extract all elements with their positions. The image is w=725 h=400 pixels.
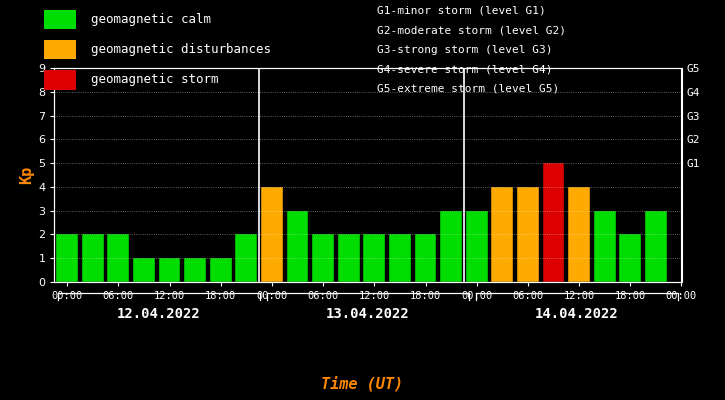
Bar <box>44 70 76 90</box>
Bar <box>107 234 129 282</box>
Text: G1-minor storm (level G1): G1-minor storm (level G1) <box>377 6 546 16</box>
Text: G3-strong storm (level G3): G3-strong storm (level G3) <box>377 45 552 55</box>
Bar <box>44 10 76 29</box>
Bar <box>286 211 308 282</box>
Text: 12.04.2022: 12.04.2022 <box>117 307 201 321</box>
Bar <box>542 163 564 282</box>
Bar <box>517 187 539 282</box>
Bar <box>619 234 641 282</box>
Bar <box>82 234 104 282</box>
Y-axis label: Kp: Kp <box>19 166 34 184</box>
Bar <box>210 258 231 282</box>
Bar <box>389 234 411 282</box>
Bar <box>44 40 76 59</box>
Bar <box>568 187 590 282</box>
Bar <box>440 211 462 282</box>
Text: G5-extreme storm (level G5): G5-extreme storm (level G5) <box>377 84 559 94</box>
Text: geomagnetic disturbances: geomagnetic disturbances <box>91 43 270 56</box>
Text: 14.04.2022: 14.04.2022 <box>535 307 619 321</box>
Text: G4-severe storm (level G4): G4-severe storm (level G4) <box>377 64 552 74</box>
Bar <box>159 258 181 282</box>
Bar <box>594 211 616 282</box>
Bar <box>415 234 436 282</box>
Text: geomagnetic calm: geomagnetic calm <box>91 13 211 26</box>
Bar <box>645 211 667 282</box>
Text: G2-moderate storm (level G2): G2-moderate storm (level G2) <box>377 25 566 35</box>
Bar <box>133 258 155 282</box>
Bar <box>338 234 360 282</box>
Text: 13.04.2022: 13.04.2022 <box>326 307 410 321</box>
Bar <box>236 234 257 282</box>
Bar <box>312 234 334 282</box>
Bar <box>466 211 488 282</box>
Bar <box>492 187 513 282</box>
Text: geomagnetic storm: geomagnetic storm <box>91 74 218 86</box>
Text: Time (UT): Time (UT) <box>321 376 404 392</box>
Bar <box>57 234 78 282</box>
Bar <box>261 187 283 282</box>
Bar <box>363 234 385 282</box>
Bar <box>184 258 206 282</box>
